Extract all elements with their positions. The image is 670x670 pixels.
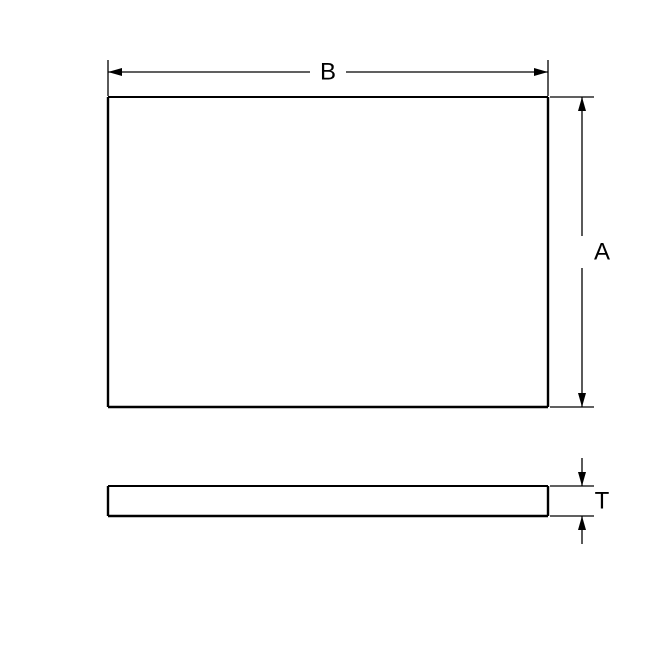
dimension-label-b: B (320, 59, 336, 86)
arrowhead-icon (578, 516, 586, 530)
arrowhead-icon (534, 68, 548, 76)
arrowhead-icon (578, 393, 586, 407)
arrowhead-icon (108, 68, 122, 76)
shape-fill (108, 97, 548, 407)
arrowhead-icon (578, 472, 586, 486)
dimension-label-t: T (595, 488, 610, 515)
dimension-label-a: A (594, 239, 610, 266)
shape-fill (108, 486, 548, 516)
arrowhead-icon (578, 97, 586, 111)
